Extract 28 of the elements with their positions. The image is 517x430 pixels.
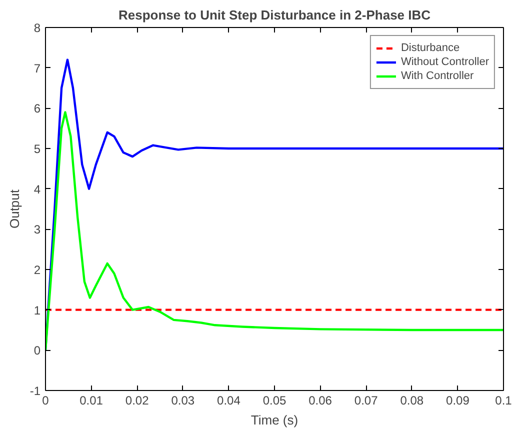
x-tick-label: 0.1 (495, 394, 512, 408)
y-tick-label: 4 (34, 182, 41, 196)
x-tick-label: 0.06 (308, 394, 332, 408)
y-tick-label: 8 (34, 21, 41, 35)
x-tick-label: 0.03 (171, 394, 195, 408)
y-axis-title: Output (6, 189, 22, 229)
line-series (46, 111, 504, 352)
legend-label: With Controller (400, 69, 474, 83)
y-tick-label: 5 (34, 142, 41, 156)
x-tick-label: 0.08 (400, 394, 424, 408)
y-tick-label: 2 (34, 263, 41, 277)
y-tick-label: 6 (34, 102, 41, 116)
y-tick-label: -1 (30, 384, 41, 398)
x-tick-label: 0.02 (125, 394, 150, 408)
x-tick-label: 0.01 (80, 394, 104, 408)
chart-title: Response to Unit Step Disturbance in 2-Phase IBC (118, 8, 432, 22)
x-tick-label: 0.04 (217, 394, 241, 408)
x-tick-label: 0.07 (354, 394, 378, 408)
y-tick-label: 1 (34, 303, 41, 318)
y-tick-label: 0 (34, 344, 41, 358)
x-tick-label: 0.05 (262, 394, 287, 408)
x-axis-title: Time (s) (250, 412, 298, 428)
legend-label: Disturbance (400, 41, 460, 55)
x-tick-label: 0.09 (446, 394, 470, 408)
x-tick-label: 0 (42, 394, 50, 408)
legend-label: Without Controller (400, 55, 489, 69)
y-tick-label: 3 (34, 222, 41, 237)
y-tick-label: 7 (34, 61, 41, 76)
